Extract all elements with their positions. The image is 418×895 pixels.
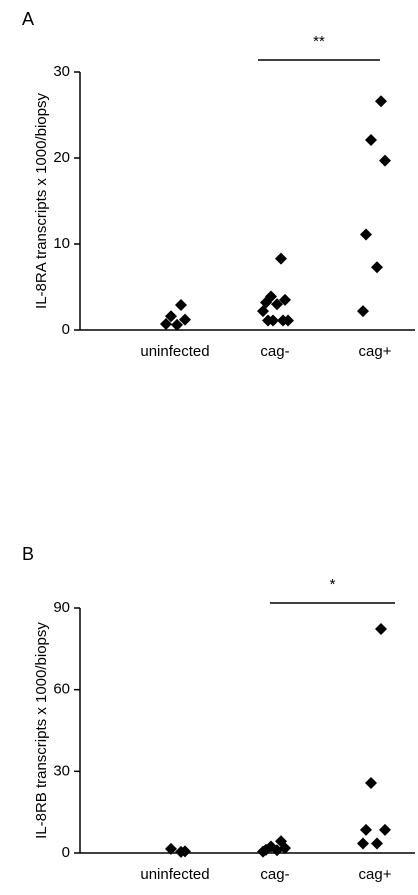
data-point: [175, 299, 187, 312]
significance-label: **: [313, 33, 325, 50]
data-point: [379, 154, 391, 167]
data-point: [375, 622, 387, 635]
data-point: [277, 314, 289, 327]
data-point: [262, 314, 274, 327]
y-axis-label: IL-8RA transcripts x 1000/biopsy: [33, 93, 50, 309]
data-point: [371, 837, 383, 850]
data-point: [360, 823, 372, 836]
y-tick-label: 30: [53, 63, 70, 80]
data-point: [171, 318, 183, 331]
data-point: [257, 305, 269, 318]
x-tick-label: cag+: [359, 866, 392, 883]
y-tick-label: 20: [53, 149, 70, 166]
y-axis-label: IL-8RB transcripts x 1000/biopsy: [33, 622, 50, 839]
x-tick-label: cag+: [359, 343, 392, 360]
data-point: [379, 823, 391, 836]
data-point: [160, 317, 172, 330]
data-point: [179, 313, 191, 326]
data-point: [365, 133, 377, 146]
data-point: [179, 845, 191, 858]
data-point: [357, 837, 369, 850]
data-point: [257, 845, 269, 858]
x-tick-label: cag-: [260, 866, 289, 883]
panel-label: A: [22, 9, 34, 29]
data-point: [365, 777, 377, 790]
data-point: [371, 261, 383, 274]
data-point: [275, 252, 287, 265]
data-point: [375, 95, 387, 108]
data-point: [357, 305, 369, 318]
x-tick-label: cag-: [260, 343, 289, 360]
data-point: [279, 293, 291, 306]
y-tick-label: 0: [62, 321, 70, 338]
y-tick-label: 30: [53, 762, 70, 779]
data-point: [271, 844, 283, 857]
x-tick-label: uninfected: [140, 343, 209, 360]
y-tick-label: 10: [53, 235, 70, 252]
data-point: [165, 310, 177, 323]
y-tick-label: 60: [53, 681, 70, 698]
panel-label: B: [22, 544, 34, 564]
y-tick-label: 0: [62, 844, 70, 861]
significance-label: *: [330, 576, 336, 593]
y-tick-label: 90: [53, 599, 70, 616]
data-point: [271, 298, 283, 311]
x-tick-label: uninfected: [140, 866, 209, 883]
data-point: [360, 228, 372, 241]
data-point: [165, 842, 177, 855]
